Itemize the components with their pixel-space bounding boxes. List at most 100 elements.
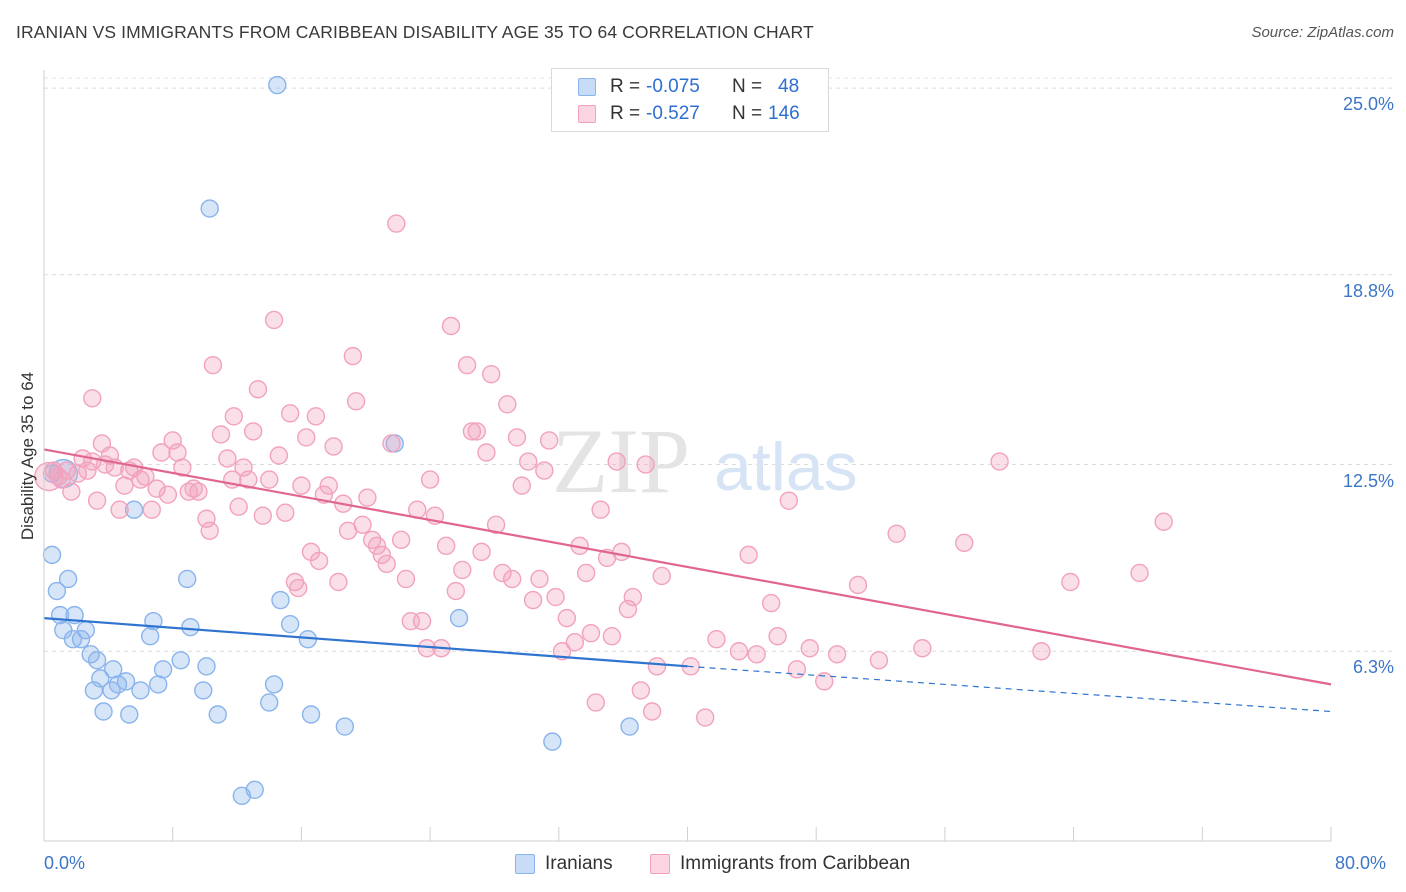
data-point xyxy=(94,702,113,721)
data-point xyxy=(260,693,279,712)
watermark: ZIP atlas xyxy=(552,410,858,512)
data-point xyxy=(280,404,300,423)
data-point xyxy=(642,702,662,721)
data-point xyxy=(591,500,610,519)
data-point xyxy=(194,681,213,700)
data-point xyxy=(87,491,107,510)
data-point xyxy=(47,581,67,601)
data-point xyxy=(218,449,237,468)
stats-legend: R = -0.075 N = 48 R = -0.527 N = 146 xyxy=(551,68,829,132)
y-tick-label: 18.8% xyxy=(1342,280,1394,301)
data-point xyxy=(391,530,411,550)
data-point xyxy=(477,443,496,462)
n-label: N = xyxy=(732,103,763,124)
data-point xyxy=(358,488,377,507)
data-point xyxy=(177,569,197,589)
data-point xyxy=(729,642,749,661)
data-point xyxy=(224,407,244,426)
data-point xyxy=(581,623,601,643)
data-point xyxy=(171,651,190,670)
stats-row-iranians: R = -0.075 N = 48 xyxy=(552,74,828,100)
data-point xyxy=(110,500,129,519)
data-point xyxy=(747,645,766,664)
data-point xyxy=(512,476,531,495)
trend-lines xyxy=(43,448,1332,713)
data-point xyxy=(707,630,726,649)
data-point xyxy=(768,627,787,646)
data-point xyxy=(276,503,295,522)
data-point xyxy=(530,569,549,589)
grid-lines xyxy=(44,77,1392,652)
chart-title: IRANIAN VS IMMIGRANTS FROM CARIBBEAN DIS… xyxy=(16,22,814,42)
data-point xyxy=(91,669,110,688)
data-point xyxy=(913,639,932,658)
data-point xyxy=(436,536,456,556)
data-point xyxy=(396,569,416,589)
data-point xyxy=(848,575,868,595)
iranians-swatch xyxy=(578,78,596,96)
data-point xyxy=(462,422,482,441)
data-point xyxy=(181,617,200,637)
data-point xyxy=(739,545,758,565)
data-point xyxy=(142,500,161,519)
data-point xyxy=(1061,572,1080,592)
data-point xyxy=(173,458,192,477)
data-point xyxy=(387,214,406,233)
data-point xyxy=(869,651,889,670)
data-point xyxy=(248,380,268,399)
data-point xyxy=(362,530,382,550)
data-point xyxy=(271,590,290,610)
data-point xyxy=(158,485,178,504)
data-point xyxy=(353,515,372,534)
y-tick-label: 25.0% xyxy=(1342,94,1394,115)
data-point xyxy=(58,569,78,589)
data-point xyxy=(71,630,91,649)
data-point xyxy=(120,705,139,724)
data-point xyxy=(52,470,71,489)
data-point xyxy=(623,587,643,607)
data-point xyxy=(382,434,401,453)
data-point xyxy=(346,392,366,411)
data-point xyxy=(827,645,847,664)
data-point xyxy=(319,476,338,495)
data-point xyxy=(229,497,248,516)
x-tick-label-min: 0.0% xyxy=(44,853,86,873)
data-point xyxy=(147,479,166,498)
data-point xyxy=(486,515,506,534)
data-point xyxy=(498,395,517,414)
data-point xyxy=(887,524,906,544)
iranians-swatch xyxy=(515,854,535,874)
data-point xyxy=(453,560,472,580)
data-point xyxy=(502,569,522,589)
data-point xyxy=(815,672,834,691)
r-value: -0.527 xyxy=(646,103,700,124)
x-tick-label-max: 80.0% xyxy=(1335,853,1387,873)
data-point xyxy=(779,491,799,510)
data-point xyxy=(211,425,231,444)
iranians-points xyxy=(42,75,639,806)
data-point xyxy=(301,705,321,724)
series-legend: Iranians Immigrants from Caribbean xyxy=(0,852,1406,878)
data-point xyxy=(140,627,160,646)
data-point xyxy=(576,563,596,583)
data-point xyxy=(292,476,311,495)
data-point xyxy=(78,461,97,480)
data-point xyxy=(189,482,208,501)
data-point xyxy=(636,455,655,474)
data-point xyxy=(990,452,1009,471)
data-point xyxy=(200,199,219,218)
data-point xyxy=(652,566,671,586)
data-point xyxy=(57,461,76,480)
y-tick-label: 12.5% xyxy=(1342,470,1394,491)
data-point xyxy=(343,346,363,366)
n-value: 48 xyxy=(778,76,800,97)
data-point xyxy=(565,633,585,652)
data-point xyxy=(539,431,559,450)
data-point xyxy=(197,657,216,676)
data-point xyxy=(695,708,715,727)
data-point xyxy=(1032,642,1051,661)
data-point xyxy=(309,551,329,571)
data-point xyxy=(264,675,284,694)
watermark-zip: ZIP xyxy=(552,410,690,512)
